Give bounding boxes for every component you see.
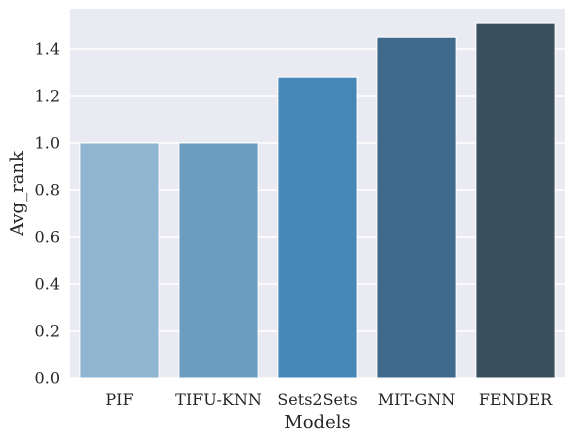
x-tick-label: PIF <box>105 390 133 409</box>
bar-tifu-knn <box>178 142 259 379</box>
bar-mit-gnn <box>376 36 457 379</box>
y-tick-label: 0.2 <box>35 321 60 340</box>
y-tick-label: 0.4 <box>35 274 60 293</box>
y-tick-label: 1.2 <box>35 86 60 105</box>
x-tick-label: FENDER <box>479 390 553 409</box>
bars <box>79 22 556 379</box>
y-tick-label: 1.0 <box>35 133 60 152</box>
x-tick-label: TIFU-KNN <box>175 390 262 409</box>
bar-fender <box>475 22 556 379</box>
x-axis-label: Models <box>284 412 350 431</box>
y-tick-label: 0.0 <box>35 369 60 388</box>
y-tick-label: 1.4 <box>35 39 60 58</box>
y-tick-label: 0.8 <box>35 180 60 199</box>
y-tick-label: 0.6 <box>35 227 60 246</box>
x-tick-labels: PIF TIFU-KNN Sets2Sets MIT-GNN FENDER <box>105 390 553 409</box>
y-tick-labels: 0.0 0.2 0.4 0.6 0.8 1.0 1.2 1.4 <box>35 39 60 387</box>
bar-pif <box>79 142 160 379</box>
y-axis-label: Avg_rank <box>7 150 28 237</box>
x-tick-label: Sets2Sets <box>277 390 357 409</box>
bar-sets2sets <box>277 76 358 379</box>
x-tick-label: MIT-GNN <box>378 390 456 409</box>
